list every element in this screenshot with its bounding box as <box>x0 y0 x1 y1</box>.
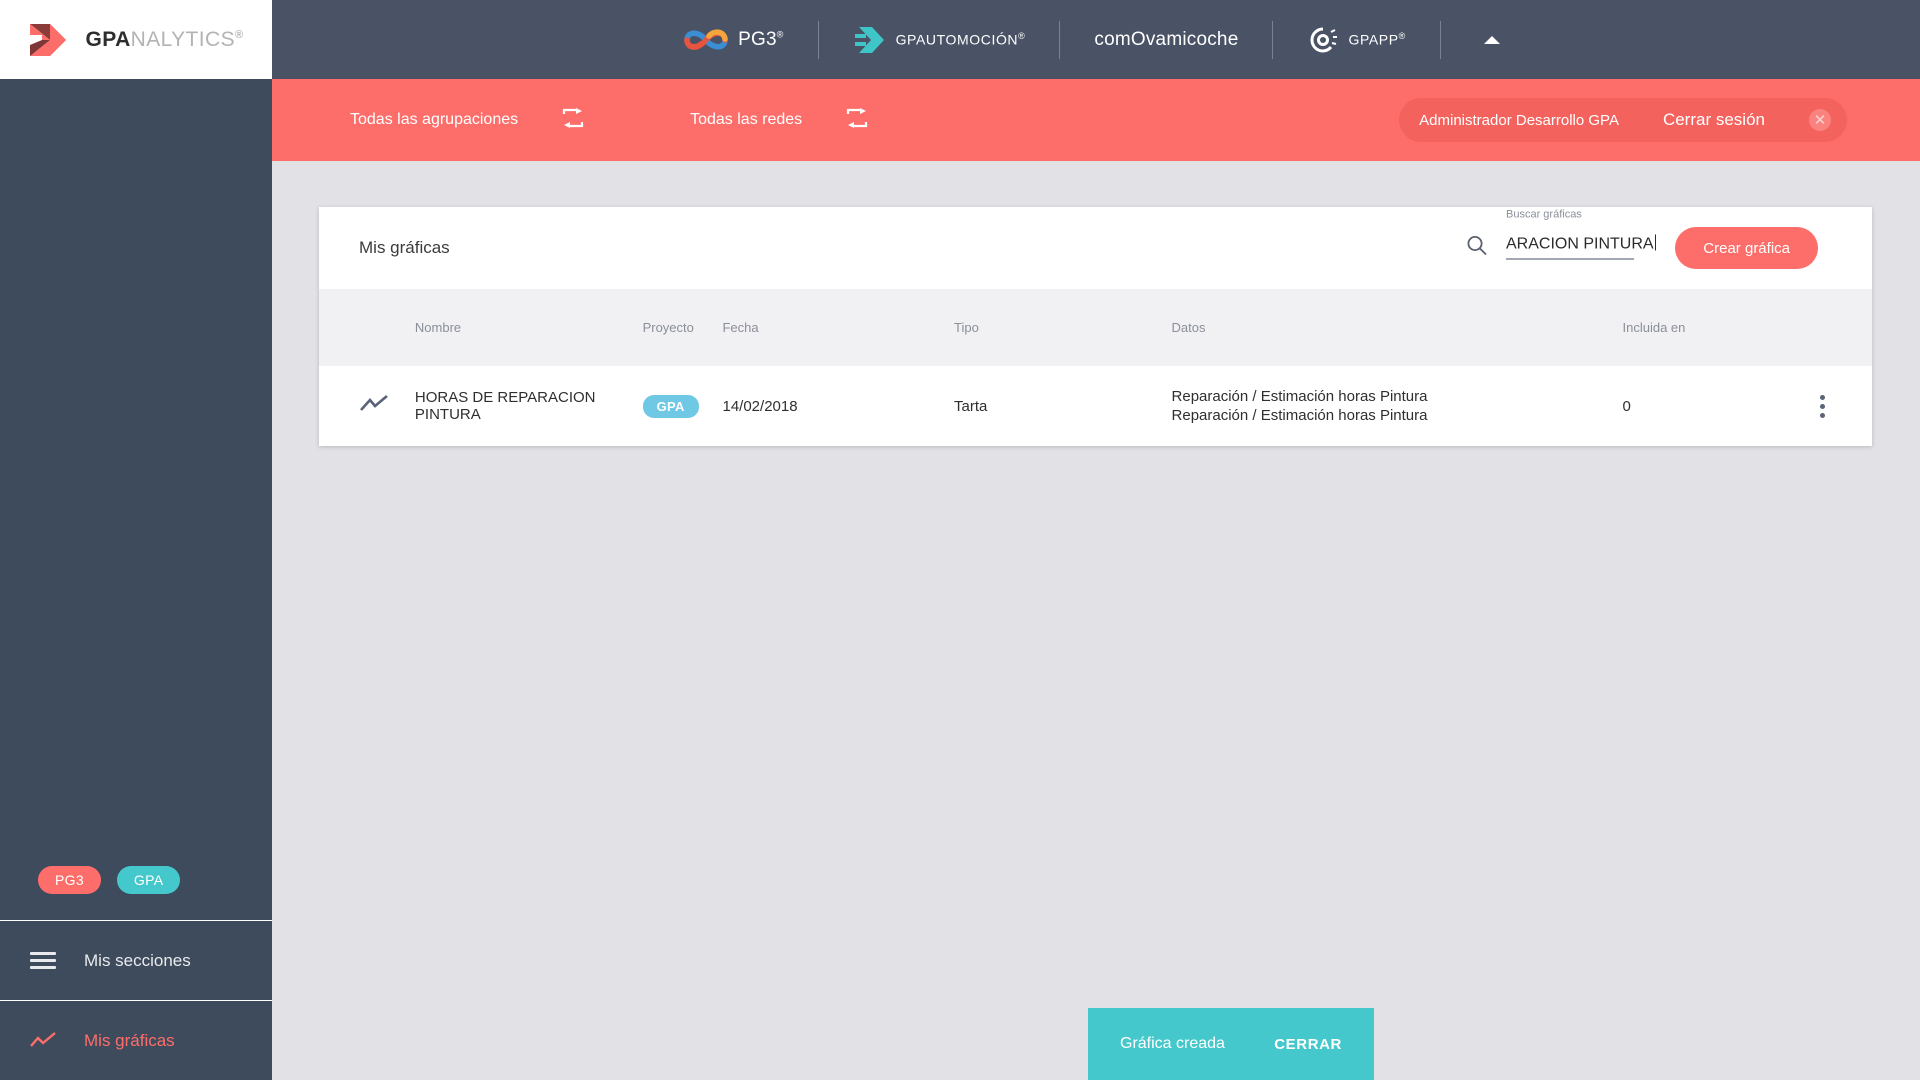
table-row[interactable]: HORAS DE REPARACION PINTURA GPA 14/02/20… <box>319 366 1872 446</box>
brand-label: PG3® <box>738 28 784 50</box>
card-header: Mis gráficas Buscar gráficas ARACION PIN… <box>319 207 1872 289</box>
gpapp-tool-icon <box>1311 27 1338 53</box>
swap-icon[interactable] <box>846 107 868 133</box>
app-logo[interactable]: GPANALYTICS® <box>0 0 272 79</box>
trendline-icon <box>360 395 388 411</box>
datos-line-2: Reparación / Estimación horas Pintura <box>1171 407 1428 424</box>
filter-label: Todas las redes <box>690 111 803 128</box>
brand-gpapp[interactable]: GPAPP® <box>1273 25 1439 55</box>
cell-incluida-en: 0 <box>1622 397 1631 415</box>
divider <box>1439 20 1441 59</box>
col-nombre: Nombre <box>414 320 462 335</box>
main-content: Mis gráficas Buscar gráficas ARACION PIN… <box>272 161 1920 1080</box>
pg3-infinity-icon <box>684 28 728 50</box>
search-area: Buscar gráficas ARACION PINTURA <box>1466 209 1656 262</box>
divider <box>1059 20 1061 59</box>
cell-fecha: 14/02/2018 <box>722 397 798 415</box>
filter-redes[interactable]: Todas las redes <box>690 107 868 133</box>
brand-gpautomocion[interactable]: GPAUTOMOCIÓN® <box>819 25 1060 55</box>
logout-button[interactable]: Cerrar sesión <box>1662 110 1765 129</box>
search-icon[interactable] <box>1466 235 1488 262</box>
filter-label: Todas las agrupaciones <box>350 111 519 128</box>
cell-nombre: HORAS DE REPARACION PINTURA <box>414 389 596 423</box>
toast-message: Gráfica creada <box>1120 1035 1225 1052</box>
filter-agrupaciones[interactable]: Todas las agrupaciones <box>350 107 584 133</box>
page-title: Mis gráficas <box>359 238 450 257</box>
cell-tipo: Tarta <box>954 397 988 415</box>
col-incluida-en: Incluida en <box>1622 320 1686 335</box>
graficas-table: Nombre Proyecto Fecha Tipo Datos Incluid… <box>319 289 1872 446</box>
toast-notification: Gráfica creada CERRAR <box>1088 1008 1374 1080</box>
brand-label: comOvamicoche <box>1094 28 1239 50</box>
badge-pg3[interactable]: PG3 <box>38 866 101 894</box>
col-fecha: Fecha <box>722 320 759 335</box>
logo-prefix: GPA <box>85 27 131 51</box>
chevron-up-icon[interactable] <box>1441 34 1543 46</box>
cell-proyecto: GPA <box>642 366 723 446</box>
brand-label: GPAPP® <box>1348 31 1406 48</box>
gpanalytics-arrow-icon <box>30 23 67 56</box>
col-datos: Datos <box>1171 320 1206 335</box>
brand-comovamicoche[interactable]: comOvamicoche <box>1060 29 1272 51</box>
cell-datos: Reparación / Estimación horas Pintura Re… <box>1172 366 1623 446</box>
top-brand-bar: PG3® GPAUTOMOCIÓN® comOvamicoche <box>272 0 1920 79</box>
sidebar-item-mis-secciones[interactable]: Mis secciones <box>0 920 272 1000</box>
status-badge: GPA <box>642 394 699 418</box>
brand-label: GPAUTOMOCIÓN® <box>895 31 1026 48</box>
sidebar-badges: PG3 GPA <box>0 866 272 920</box>
table-header: Nombre Proyecto Fecha Tipo Datos Incluid… <box>319 289 1872 366</box>
brand-pg3[interactable]: PG3® <box>649 25 817 55</box>
sidebar-spacer <box>0 79 272 866</box>
graficas-card: Mis gráficas Buscar gráficas ARACION PIN… <box>319 207 1872 446</box>
col-tipo: Tipo <box>954 320 979 335</box>
gpautomocion-arrow-icon <box>854 26 884 53</box>
badge-gpa[interactable]: GPA <box>116 866 181 894</box>
row-menu-button[interactable] <box>1772 366 1872 446</box>
search-input[interactable]: Buscar gráficas ARACION PINTURA <box>1506 209 1656 262</box>
col-menu <box>1772 289 1872 366</box>
logo-registered: ® <box>234 28 244 41</box>
create-chart-button[interactable]: Crear gráfica <box>1675 227 1818 269</box>
close-circle-icon[interactable]: ✕ <box>1809 109 1831 131</box>
toast-close-button[interactable]: CERRAR <box>1274 1035 1342 1053</box>
logo-suffix: NALYTICS <box>130 27 235 51</box>
hamburger-icon <box>30 948 56 974</box>
filter-bar: Todas las agrupaciones Todas las redes <box>272 79 1920 161</box>
col-icon <box>319 289 415 366</box>
divider <box>817 20 819 59</box>
datos-line-1: Reparación / Estimación horas Pintura <box>1171 387 1428 405</box>
more-vertical-icon[interactable] <box>1772 394 1872 418</box>
sidebar: GPANALYTICS® PG3 GPA Mis secciones Mis g… <box>0 0 272 1080</box>
sidebar-item-label: Mis secciones <box>84 950 191 970</box>
trendline-icon <box>30 1028 56 1054</box>
table-body: HORAS DE REPARACION PINTURA GPA 14/02/20… <box>319 366 1872 446</box>
user-name: Administrador Desarrollo GPA <box>1419 111 1619 129</box>
user-session-pill: Administrador Desarrollo GPA Cerrar sesi… <box>1399 98 1847 142</box>
sidebar-item-mis-graficas[interactable]: Mis gráficas <box>0 1000 272 1080</box>
divider <box>1272 20 1274 59</box>
swap-icon[interactable] <box>562 107 584 133</box>
search-value: ARACION PINTURA <box>1506 234 1656 260</box>
row-chart-icon <box>319 366 415 446</box>
col-proyecto: Proyecto <box>642 320 694 335</box>
sidebar-item-label: Mis gráficas <box>84 1030 175 1050</box>
search-caption: Buscar gráficas <box>1506 208 1582 221</box>
